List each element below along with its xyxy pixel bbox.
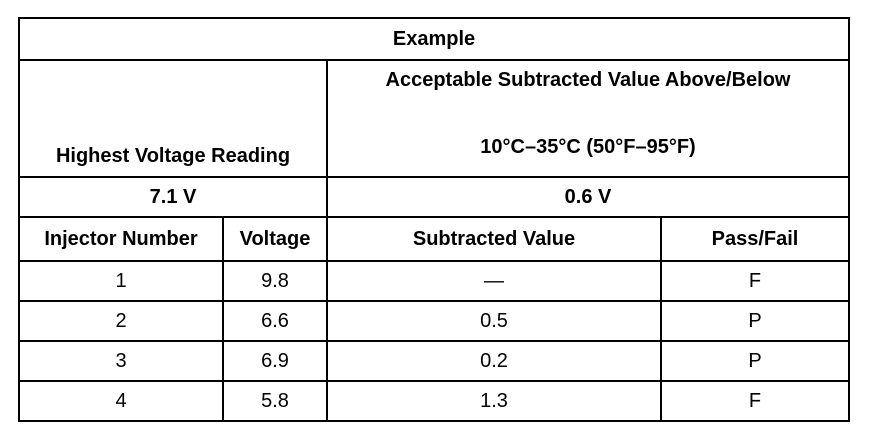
table-title: Example: [17, 17, 851, 61]
column-header: Pass/Fail: [659, 216, 851, 262]
acceptable-header: Acceptable Subtracted Value Above/Below …: [325, 59, 851, 178]
table-cell: P: [659, 300, 851, 342]
table-cell: 5.8: [222, 380, 328, 422]
acceptable-value: 0.6 V: [325, 176, 851, 218]
table-cell: —: [326, 260, 662, 302]
table-cell: F: [659, 260, 851, 302]
column-header: Subtracted Value: [326, 216, 662, 262]
table-row: 4 5.8 1.3 F: [18, 380, 851, 422]
table-cell: F: [659, 380, 851, 422]
highest-label: Highest Voltage Reading: [18, 59, 328, 178]
table-cell: 0.2: [326, 340, 662, 382]
acceptable-label: Acceptable Subtracted Value Above/Below: [385, 69, 791, 91]
highest-value: 7.1 V: [18, 176, 328, 218]
table-cell: 1: [18, 260, 224, 302]
table-cell: 4: [18, 380, 224, 422]
column-header-row: Injector Number Voltage Subtracted Value Pa…: [18, 216, 851, 262]
table-cell: 9.8: [222, 260, 328, 302]
table-cell: 0.5: [326, 300, 662, 342]
table-cell: 3: [18, 340, 224, 382]
table-row: 2 6.6 0.5 P: [18, 300, 851, 342]
table-cell: 1.3: [326, 380, 662, 422]
table-row: 1 9.8— F: [18, 260, 851, 302]
table-cell: 6.6: [222, 300, 328, 342]
table-row: 3 6.9 0.2 P: [18, 340, 851, 382]
table-cell: 2: [18, 300, 224, 342]
column-header: Injector Number: [18, 216, 224, 262]
column-header: Voltage: [222, 216, 328, 262]
table-cell: 6.9: [222, 340, 328, 382]
injector-table: Example Highest Voltage Reading Acceptab…: [17, 17, 851, 422]
table-cell: P: [659, 340, 851, 382]
temperature-range: 10°C–35°C (50°F–95°F): [480, 136, 696, 158]
